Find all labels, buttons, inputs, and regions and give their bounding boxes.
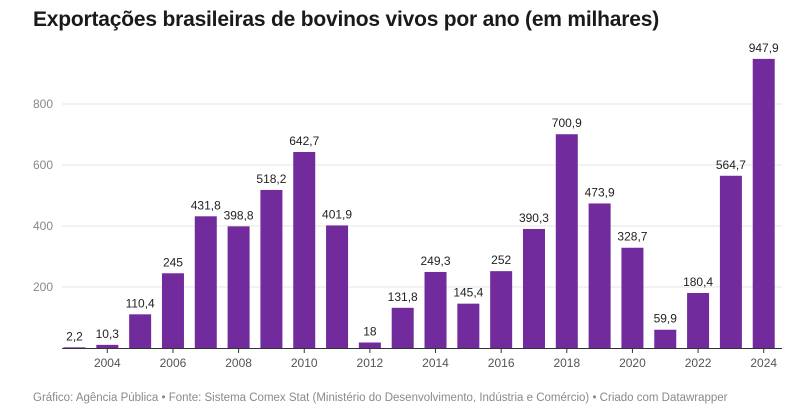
data-label-2018: 700,9 xyxy=(552,116,582,130)
data-label-2014: 249,3 xyxy=(421,254,451,268)
data-label-2016: 252 xyxy=(491,253,511,267)
bar-2011 xyxy=(326,225,349,348)
bar-2010 xyxy=(293,151,316,348)
x-tick-label-2024: 2024 xyxy=(750,356,777,370)
bars xyxy=(63,58,775,348)
bar-2013 xyxy=(391,307,414,348)
x-tick-label-2010: 2010 xyxy=(291,356,318,370)
x-tick-label-2004: 2004 xyxy=(94,356,121,370)
y-tick-label: 800 xyxy=(33,97,53,111)
bar-2023 xyxy=(719,175,742,348)
data-label-2020: 328,7 xyxy=(617,230,647,244)
data-label-2006: 245 xyxy=(163,255,183,269)
data-label-2008: 398,8 xyxy=(224,208,254,222)
x-tick-label-2018: 2018 xyxy=(553,356,580,370)
bar-2015 xyxy=(457,303,480,348)
data-label-2019: 473,9 xyxy=(585,185,615,199)
x-tick-label-2012: 2012 xyxy=(357,356,384,370)
bar-2018 xyxy=(555,134,578,348)
bar-2016 xyxy=(490,271,513,348)
bar-2005 xyxy=(129,314,152,348)
bar-2021 xyxy=(654,329,677,348)
bar-2004 xyxy=(96,344,119,348)
data-label-2007: 431,8 xyxy=(191,198,221,212)
data-label-2023: 564,7 xyxy=(716,158,746,172)
data-label-2013: 131,8 xyxy=(388,290,418,304)
data-label-2011: 401,9 xyxy=(322,207,352,221)
gridlines: 200 400 600 800 xyxy=(33,97,782,294)
x-tick-label-2016: 2016 xyxy=(488,356,515,370)
chart-title: Exportações brasileiras de bovinos vivos… xyxy=(33,8,659,31)
x-tick-label-2008: 2008 xyxy=(225,356,252,370)
bar-2022 xyxy=(687,292,710,348)
x-tick-label-2020: 2020 xyxy=(619,356,646,370)
y-tick-label: 200 xyxy=(33,280,53,294)
bar-2020 xyxy=(621,247,644,348)
bar-2014 xyxy=(424,271,447,348)
data-label-2010: 642,7 xyxy=(289,134,319,148)
bar-2009 xyxy=(260,189,283,348)
data-label-2012: 18 xyxy=(363,325,377,339)
data-label-2004: 10,3 xyxy=(96,327,120,341)
bar-2012 xyxy=(358,342,381,348)
x-axis: 2004 2006 2008 2010 2012 2014 2016 2018 2020 2022… xyxy=(62,348,782,370)
data-label-2024: 947,9 xyxy=(749,41,779,55)
data-label-2009: 518,2 xyxy=(256,172,286,186)
bar-2017 xyxy=(522,228,545,348)
data-label-2003: 2,2 xyxy=(66,329,83,343)
bar-2007 xyxy=(194,216,217,348)
bar-2003 xyxy=(63,347,86,348)
y-tick-label: 400 xyxy=(33,219,53,233)
chart-credit: Gráfico: Agência Pública • Fonte: Sistem… xyxy=(33,392,728,404)
bar-2006 xyxy=(161,273,184,348)
data-label-2017: 390,3 xyxy=(519,211,549,225)
bar-2008 xyxy=(227,226,250,348)
bar-2024 xyxy=(752,58,775,348)
data-label-2005: 110,4 xyxy=(126,296,155,310)
data-label-2022: 180,4 xyxy=(683,275,713,289)
data-label-2015: 145,4 xyxy=(453,286,483,300)
bar-2019 xyxy=(588,203,611,348)
x-tick-label-2014: 2014 xyxy=(422,356,449,370)
y-tick-label: 600 xyxy=(33,158,53,172)
x-tick-label-2006: 2006 xyxy=(160,356,187,370)
x-tick-label-2022: 2022 xyxy=(685,356,712,370)
data-label-2021: 59,9 xyxy=(654,312,678,326)
